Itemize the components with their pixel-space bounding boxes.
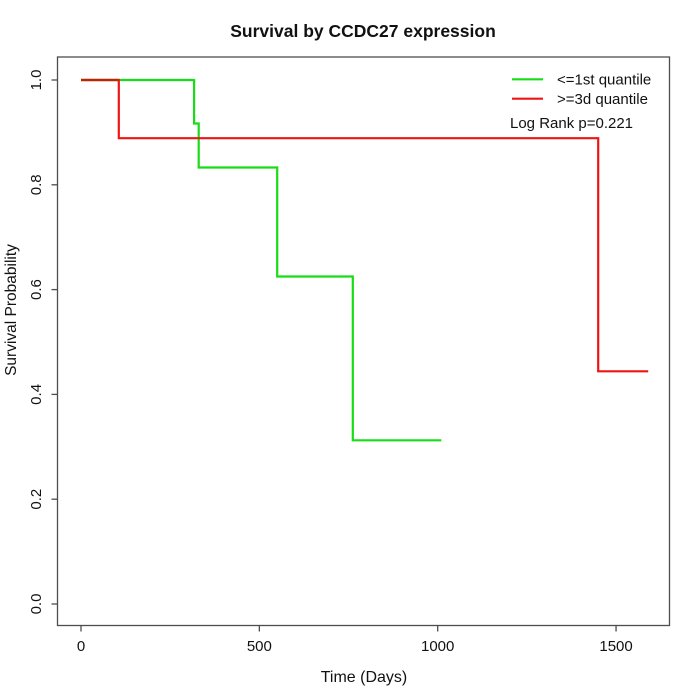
- log-rank-p-value: Log Rank p=0.221: [510, 115, 633, 132]
- plot-box: [56, 56, 671, 627]
- survival-curves: [81, 78, 649, 442]
- x-tick-label: 500: [247, 638, 272, 655]
- chart-title: Survival by CCDC27 expression: [230, 21, 496, 41]
- y-tick-label: 1.0: [28, 70, 45, 91]
- y-axis-label: Survival Probability: [3, 244, 20, 376]
- y-tick-label: 0.0: [28, 594, 45, 615]
- x-axis-label: Time (Days): [321, 669, 408, 686]
- y-axis-ticks: 0.0 0.2 0.4 0.6 0.8 1.0: [28, 70, 58, 615]
- y-tick-label: 0.4: [28, 384, 45, 405]
- legend-label-third-quantile: >=3d quantile: [557, 91, 648, 108]
- y-tick-label: 0.6: [28, 279, 45, 300]
- x-tick-label: 0: [77, 638, 85, 655]
- y-tick-label: 0.2: [28, 489, 45, 510]
- x-tick-label: 1500: [599, 638, 632, 655]
- y-tick-label: 0.8: [28, 174, 45, 195]
- series-line-0: [81, 78, 442, 442]
- x-tick-label: 1000: [421, 638, 454, 655]
- legend-label-first-quantile: <=1st quantile: [557, 72, 651, 89]
- legend: <=1st quantile >=3d quantile Log Rank p=…: [510, 72, 651, 133]
- x-axis-ticks: 0 500 1000 1500: [77, 625, 633, 655]
